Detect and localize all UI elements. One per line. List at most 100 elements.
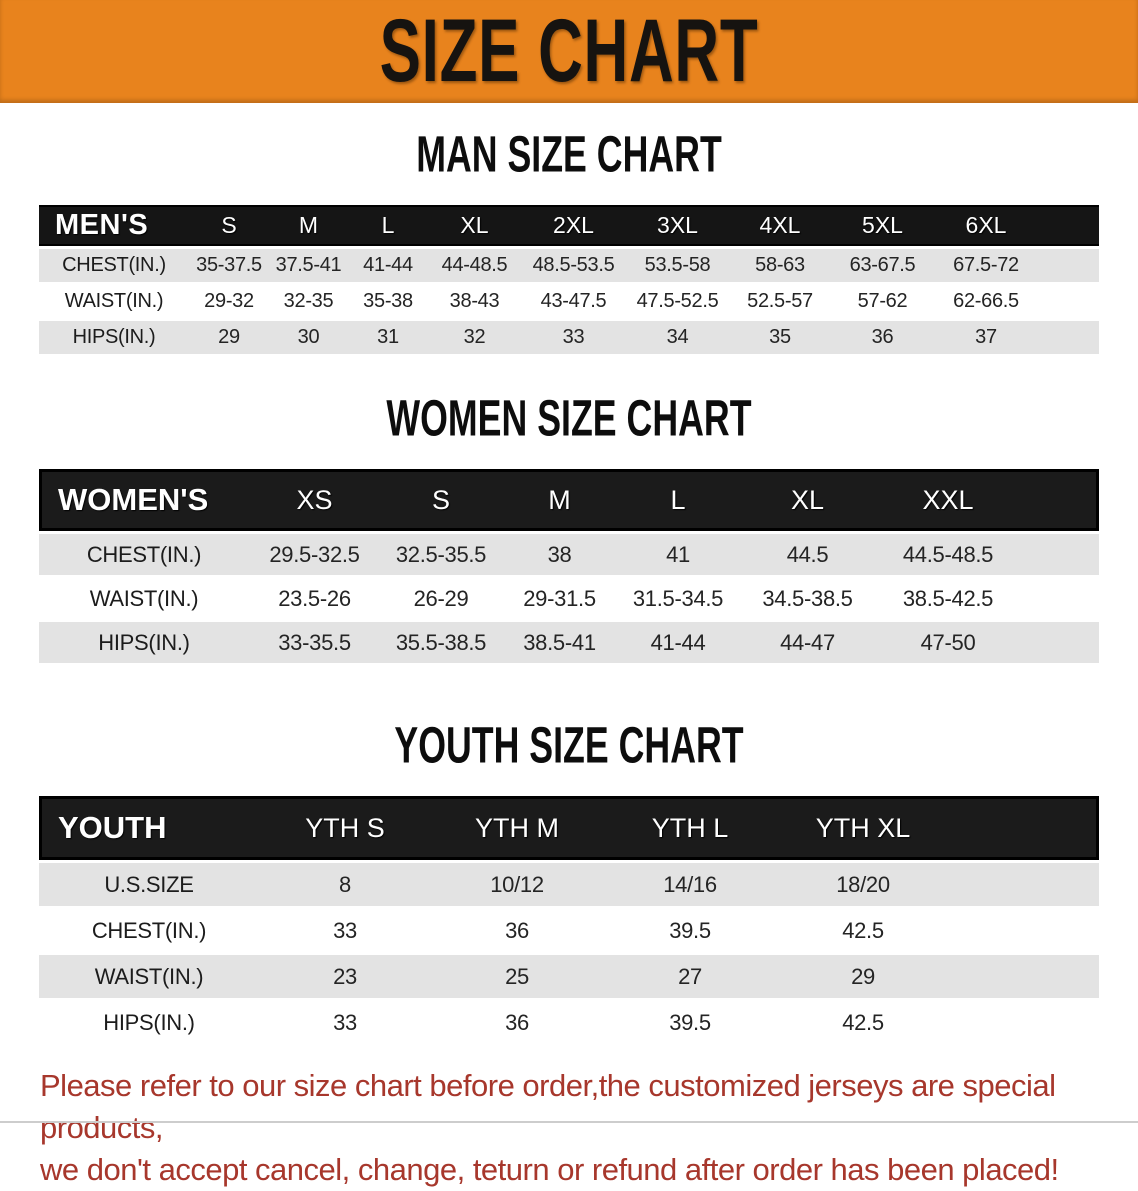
measurement-row: WAIST(IN.) 23 25 27 29 — [39, 955, 1099, 998]
size-value-cell: 32-35 — [269, 285, 348, 318]
measurement-row: CHEST(IN.) 35-37.5 37.5-41 41-44 44-48.5 48.5… — [39, 249, 1099, 282]
table-corner-label: MEN'S — [39, 205, 189, 246]
table-header-row: MEN'S S M L XL 2XL 3XL 4XL 5XL 6XL — [39, 205, 1099, 246]
size-value-cell: 37.5-41 — [269, 249, 348, 282]
size-value-cell: 44.5 — [739, 534, 876, 575]
row-label: CHEST(IN.) — [39, 249, 189, 282]
size-value-cell: 33 — [259, 1001, 431, 1044]
size-value-cell: 33-35.5 — [249, 622, 380, 663]
size-value-cell: 14/16 — [603, 863, 777, 906]
row-label: CHEST(IN.) — [39, 909, 259, 952]
size-value-cell: 62-66.5 — [934, 285, 1038, 318]
size-column-header: M — [502, 469, 617, 531]
size-column-header: YTH S — [259, 796, 431, 860]
size-value-cell: 29 — [189, 321, 269, 354]
size-value-cell: 29-31.5 — [502, 578, 617, 619]
size-value-cell: 44.5-48.5 — [876, 534, 1020, 575]
size-column-header: YTH L — [603, 796, 777, 860]
size-value-cell: 58-63 — [729, 249, 831, 282]
size-column-header: 3XL — [626, 205, 729, 246]
size-column-header: S — [380, 469, 502, 531]
size-value-cell: 41-44 — [617, 622, 739, 663]
size-value-cell: 44-47 — [739, 622, 876, 663]
size-value-cell: 32 — [428, 321, 521, 354]
filler-cell — [1038, 249, 1099, 282]
table-corner-label: YOUTH — [39, 796, 259, 860]
size-value-cell: 38-43 — [428, 285, 521, 318]
table-header-row: WOMEN'S XS S M L XL XXL — [39, 469, 1099, 531]
youth-size-table: YOUTH YTH S YTH M YTH L YTH XL U.S.SIZE 8 10/12… — [39, 793, 1099, 1047]
size-value-cell: 48.5-53.5 — [521, 249, 626, 282]
size-column-header: YTH M — [431, 796, 603, 860]
size-value-cell: 26-29 — [380, 578, 502, 619]
size-value-cell: 38.5-42.5 — [876, 578, 1020, 619]
table-header-row: YOUTH YTH S YTH M YTH L YTH XL — [39, 796, 1099, 860]
size-value-cell: 18/20 — [777, 863, 949, 906]
size-value-cell: 34.5-38.5 — [739, 578, 876, 619]
header-filler-cell — [949, 796, 1099, 860]
size-value-cell: 36 — [431, 909, 603, 952]
size-value-cell: 29-32 — [189, 285, 269, 318]
size-value-cell: 41-44 — [348, 249, 428, 282]
filler-cell — [1020, 534, 1099, 575]
filler-cell — [949, 955, 1099, 998]
size-value-cell: 8 — [259, 863, 431, 906]
filler-cell — [1038, 285, 1099, 318]
size-column-header: L — [617, 469, 739, 531]
measurement-row: CHEST(IN.) 33 36 39.5 42.5 — [39, 909, 1099, 952]
size-value-cell: 63-67.5 — [831, 249, 934, 282]
row-label: U.S.SIZE — [39, 863, 259, 906]
size-value-cell: 34 — [626, 321, 729, 354]
size-value-cell: 36 — [831, 321, 934, 354]
size-value-cell: 33 — [259, 909, 431, 952]
size-value-cell: 38.5-41 — [502, 622, 617, 663]
row-label: CHEST(IN.) — [39, 534, 249, 575]
size-value-cell: 10/12 — [431, 863, 603, 906]
table-corner-label: WOMEN'S — [39, 469, 249, 531]
size-value-cell: 39.5 — [603, 1001, 777, 1044]
filler-cell — [1038, 321, 1099, 354]
size-value-cell: 29.5-32.5 — [249, 534, 380, 575]
size-value-cell: 32.5-35.5 — [380, 534, 502, 575]
size-value-cell: 23 — [259, 955, 431, 998]
row-label: WAIST(IN.) — [39, 578, 249, 619]
size-value-cell: 23.5-26 — [249, 578, 380, 619]
size-value-cell: 53.5-58 — [626, 249, 729, 282]
size-value-cell: 44-48.5 — [428, 249, 521, 282]
disclaimer-line-2: we don't accept cancel, change, teturn o… — [40, 1151, 1059, 1187]
size-column-header: XS — [249, 469, 380, 531]
size-column-header: L — [348, 205, 428, 246]
size-value-cell: 43-47.5 — [521, 285, 626, 318]
section-man: MAN SIZE CHART MEN'S S M L XL 2XL 3XL 4XL 5XL 6XL… — [0, 124, 1138, 357]
banner-title: SIZE CHART — [379, 1, 759, 101]
size-value-cell: 39.5 — [603, 909, 777, 952]
section-women: WOMEN SIZE CHART WOMEN'S XS S M L XL XXL CHEST(… — [0, 389, 1138, 666]
size-value-cell: 41 — [617, 534, 739, 575]
row-label: HIPS(IN.) — [39, 321, 189, 354]
size-value-cell: 47-50 — [876, 622, 1020, 663]
measurement-row: CHEST(IN.) 29.5-32.5 32.5-35.5 38 41 44.5 44.5… — [39, 534, 1099, 575]
size-value-cell: 29 — [777, 955, 949, 998]
size-value-cell: 37 — [934, 321, 1038, 354]
size-column-header: 6XL — [934, 205, 1038, 246]
section-youth: YOUTH SIZE CHART YOUTH YTH S YTH M YTH L YTH… — [0, 716, 1138, 1047]
filler-cell — [949, 1001, 1099, 1044]
size-value-cell: 30 — [269, 321, 348, 354]
disclaimer-line-1: Please refer to our size chart before or… — [40, 1068, 1056, 1145]
size-column-header: XXL — [876, 469, 1020, 531]
size-column-header: 5XL — [831, 205, 934, 246]
man-size-chart-heading: MAN SIZE CHART — [416, 124, 722, 183]
size-value-cell: 33 — [521, 321, 626, 354]
size-value-cell: 47.5-52.5 — [626, 285, 729, 318]
header-filler-cell — [1038, 205, 1099, 246]
size-value-cell: 67.5-72 — [934, 249, 1038, 282]
measurement-row: HIPS(IN.) 29 30 31 32 33 34 35 36 37 — [39, 321, 1099, 354]
row-label: HIPS(IN.) — [39, 622, 249, 663]
measurement-row: U.S.SIZE 8 10/12 14/16 18/20 — [39, 863, 1099, 906]
women-size-table: WOMEN'S XS S M L XL XXL CHEST(IN.) 29.5-32.5 32.5… — [39, 466, 1099, 666]
filler-cell — [1020, 622, 1099, 663]
row-label: WAIST(IN.) — [39, 955, 259, 998]
size-value-cell: 35 — [729, 321, 831, 354]
size-value-cell: 31 — [348, 321, 428, 354]
measurement-row: WAIST(IN.) 23.5-26 26-29 29-31.5 31.5-34.5 34… — [39, 578, 1099, 619]
